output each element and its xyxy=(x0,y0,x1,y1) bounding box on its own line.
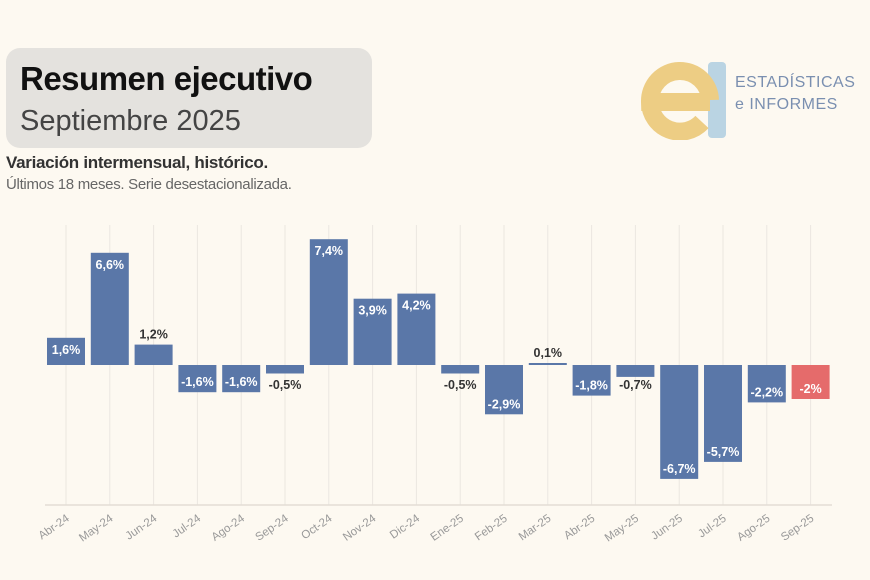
data-label: 1,6% xyxy=(52,343,81,357)
data-label: -2% xyxy=(799,382,821,396)
data-label: 1,2% xyxy=(139,328,168,342)
bar xyxy=(309,239,348,365)
x-tick-label: Ago-25 xyxy=(735,513,772,544)
bar xyxy=(266,365,304,374)
chart-title: Variación intermensual, histórico. xyxy=(6,153,268,172)
x-tick-label: Ago-24 xyxy=(210,512,248,543)
bar xyxy=(178,365,217,393)
x-tick-label: Ene-25 xyxy=(429,513,466,544)
x-tick-label: Oct-24 xyxy=(299,512,335,542)
data-label: -5,7% xyxy=(707,445,740,459)
x-tick-label: Sep-25 xyxy=(779,513,816,544)
x-tick-label: Jun-25 xyxy=(649,513,685,543)
bar xyxy=(90,252,129,365)
data-label: -1,6% xyxy=(181,375,214,389)
x-tick-label: Nov-24 xyxy=(341,512,379,543)
data-label: 7,4% xyxy=(315,244,344,258)
logo-icon xyxy=(641,62,726,140)
bar xyxy=(485,365,523,415)
x-tick-label: Jul-24 xyxy=(171,512,204,540)
bar xyxy=(791,365,830,399)
logo-text-line2: e INFORMES xyxy=(735,96,838,113)
data-label: 3,9% xyxy=(358,304,387,318)
x-tick-label: Sep-24 xyxy=(253,512,291,543)
bar xyxy=(353,298,392,365)
chart-subtitle: Últimos 18 meses. Serie desestacionaliza… xyxy=(6,176,292,193)
bar xyxy=(660,365,699,479)
x-tick-label: Abr-24 xyxy=(37,512,73,542)
data-label: -2,9% xyxy=(488,397,521,411)
data-label: -6,7% xyxy=(663,462,696,476)
bar xyxy=(704,365,742,462)
bar xyxy=(222,365,261,393)
data-label: -1,8% xyxy=(575,379,608,393)
x-tick-label: Abr-25 xyxy=(562,513,597,543)
bar xyxy=(47,337,85,365)
x-tick-label: Dic-24 xyxy=(388,512,423,541)
bar xyxy=(747,365,786,403)
x-tick-label: Jun-24 xyxy=(124,512,160,542)
x-tick-label: Feb-25 xyxy=(473,513,510,544)
data-label: -2,2% xyxy=(750,385,783,399)
data-label: 6,6% xyxy=(96,258,125,272)
data-label: -1,6% xyxy=(225,375,258,389)
bar xyxy=(441,365,480,374)
data-label: -0,7% xyxy=(619,378,652,392)
x-tick-label: May-25 xyxy=(603,513,641,545)
page-title: Resumen ejecutivo xyxy=(20,60,313,97)
page-subtitle: Septiembre 2025 xyxy=(20,105,241,137)
bar xyxy=(528,363,567,365)
title-box xyxy=(6,48,372,148)
data-label: 0,1% xyxy=(534,346,563,360)
bar xyxy=(616,365,655,377)
x-tick-label: Jul-25 xyxy=(696,513,729,541)
bar xyxy=(397,293,436,365)
bar xyxy=(572,365,611,396)
bar xyxy=(134,344,173,365)
x-tick-label: May-24 xyxy=(77,512,116,544)
logo-text-line1: ESTADÍSTICAS xyxy=(735,74,856,91)
data-label: -0,5% xyxy=(444,378,477,392)
data-label: 4,2% xyxy=(402,299,431,313)
data-label: -0,5% xyxy=(269,378,302,392)
x-tick-label: Mar-25 xyxy=(517,513,554,544)
